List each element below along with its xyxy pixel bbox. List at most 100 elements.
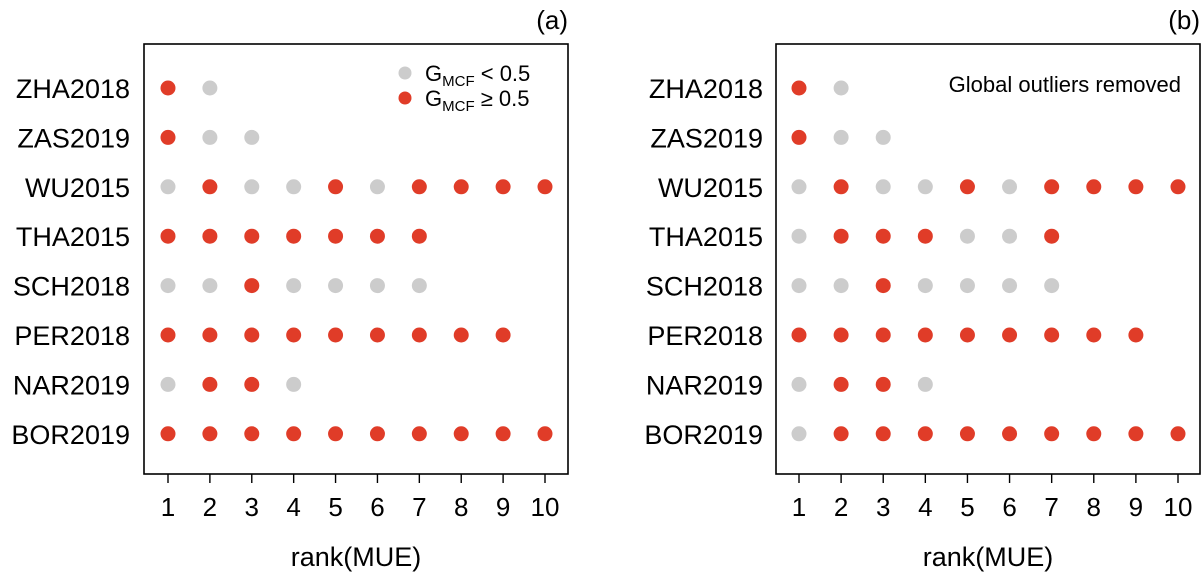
data-point-low [791,179,807,195]
y-category-label: ZAS2019 [650,123,763,153]
data-point-high [328,228,344,244]
data-point-high [244,228,260,244]
data-point-high [495,179,511,195]
data-point-high [411,228,427,244]
legend-marker [398,66,412,80]
data-point-high [1128,179,1144,195]
plot-frame [143,43,569,475]
data-point-high [202,228,218,244]
data-point-high [286,426,302,442]
data-point-low [202,129,218,145]
data-point-low [791,426,807,442]
data-point-high [160,327,176,343]
data-point-high [328,179,344,195]
data-point-high [328,327,344,343]
data-point-high [833,327,849,343]
data-point-low [833,80,849,96]
data-point-high [1128,327,1144,343]
data-point-high [791,327,807,343]
panel-label: (a) [536,5,568,35]
data-point-high [959,426,975,442]
data-point-high [1044,327,1060,343]
data-point-high [1044,179,1060,195]
data-point-high [453,426,469,442]
data-point-high [917,426,933,442]
data-point-low [160,376,176,392]
x-axis-title: rank(MUE) [923,542,1054,572]
data-point-low [833,129,849,145]
data-point-high [453,179,469,195]
y-category-label: NAR2019 [646,370,763,400]
panel-label: (b) [1168,5,1200,35]
x-tick-label: 4 [286,492,300,522]
data-point-high [495,327,511,343]
data-point-low [286,278,302,294]
data-point-high [791,80,807,96]
data-point-high [1128,426,1144,442]
data-point-low [1002,228,1018,244]
data-point-low [791,278,807,294]
x-tick-label: 3 [245,492,259,522]
data-point-low [875,179,891,195]
legend-label: GMCF ≥ 0.5 [425,86,530,115]
data-point-high [1086,426,1102,442]
y-category-label: ZHA2018 [16,74,130,104]
x-tick-label: 10 [1164,492,1193,522]
data-point-high [1086,179,1102,195]
panel-note: Global outliers removed [949,72,1181,97]
data-point-high [495,426,511,442]
data-point-low [959,278,975,294]
data-point-high [411,179,427,195]
data-point-high [1170,179,1186,195]
data-point-low [369,278,385,294]
data-point-high [875,376,891,392]
legend-label: GMCF < 0.5 [425,61,530,90]
x-tick-label: 9 [1129,492,1143,522]
data-point-high [244,278,260,294]
data-point-low [1002,278,1018,294]
panel-1: (b) 1 2 3 4 5 6 7 8 9 10 rank(MUE) ZHA2018 ZAS2019 WU2… [644,5,1201,572]
data-point-low [328,278,344,294]
data-point-low [286,179,302,195]
data-point-low [833,278,849,294]
x-tick-label: 4 [918,492,932,522]
data-point-high [959,327,975,343]
data-point-high [833,228,849,244]
data-point-high [160,80,176,96]
y-category-label: SCH2018 [13,272,130,302]
x-tick-label: 10 [531,492,560,522]
y-category-label: PER2018 [14,321,130,351]
data-point-high [1170,426,1186,442]
data-point-high [833,426,849,442]
data-point-low [160,179,176,195]
x-tick-label: 1 [792,492,806,522]
data-point-low [286,376,302,392]
data-point-high [286,327,302,343]
y-category-label: THA2015 [16,222,130,252]
y-category-label: NAR2019 [13,370,130,400]
data-point-high [369,426,385,442]
panel-0: (a) 1 2 3 4 5 6 7 8 9 10 rank(MUE) ZHA2018 ZAS2019 WU2… [11,5,569,572]
data-point-high [875,426,891,442]
data-point-low [244,129,260,145]
data-point-high [791,129,807,145]
data-point-high [875,278,891,294]
y-category-label: PER2018 [647,321,763,351]
data-point-high [875,327,891,343]
data-point-high [286,228,302,244]
data-point-high [202,426,218,442]
data-point-high [244,327,260,343]
data-point-high [202,376,218,392]
data-point-low [202,80,218,96]
data-point-high [1044,426,1060,442]
x-tick-label: 7 [412,492,426,522]
y-category-label: BOR2019 [644,420,763,450]
data-point-high [244,426,260,442]
data-point-high [160,129,176,145]
data-point-low [791,376,807,392]
x-tick-label: 8 [454,492,468,522]
data-point-high [875,228,891,244]
y-category-label: SCH2018 [646,272,763,302]
x-tick-label: 5 [328,492,342,522]
data-point-low [1044,278,1060,294]
